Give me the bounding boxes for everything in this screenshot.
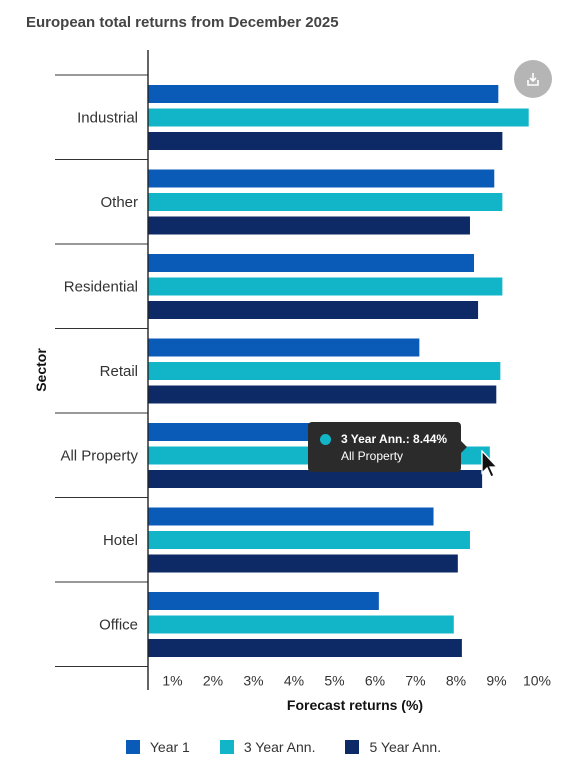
category-label: Office: [99, 616, 138, 633]
category-label: Hotel: [103, 532, 138, 549]
tooltip-series-marker: [320, 434, 331, 445]
x-tick-label: 9%: [486, 673, 506, 689]
bar-year-1-retail[interactable]: [148, 338, 420, 357]
y-axis-title: Sector: [33, 348, 49, 392]
legend-swatch: [345, 740, 360, 754]
x-tick-label: 1%: [162, 673, 182, 689]
x-tick-label: 3%: [243, 673, 263, 689]
bar-3-year-ann--hotel[interactable]: [148, 531, 470, 549]
legend-label: 3 Year Ann.: [243, 739, 316, 755]
chart-legend: Year 1 3 Year Ann. 5 Year Ann.: [0, 736, 567, 758]
legend-swatch: [219, 740, 234, 754]
download-button[interactable]: [514, 60, 552, 98]
bar-3-year-ann--industrial[interactable]: [148, 108, 529, 127]
legend-item-3-year-ann-[interactable]: 3 Year Ann.: [219, 739, 316, 755]
x-tick-label: 6%: [365, 673, 385, 689]
chart-tooltip: 3 Year Ann.: 8.44% All Property: [308, 422, 461, 472]
x-tick-label: 5%: [324, 673, 344, 689]
bar-5-year-ann--office[interactable]: [148, 639, 462, 657]
bar-5-year-ann--retail[interactable]: [148, 385, 497, 404]
bar-year-1-office[interactable]: [148, 592, 379, 610]
x-tick-label: 4%: [284, 673, 304, 689]
tooltip-value: 3 Year Ann.: 8.44%: [341, 432, 448, 446]
x-axis-title: Forecast returns (%): [287, 697, 423, 713]
x-tick-label: 8%: [446, 673, 466, 689]
chart-title: European total returns from December 202…: [26, 14, 339, 31]
category-label: All Property: [60, 447, 138, 464]
bar-5-year-ann--hotel[interactable]: [148, 554, 458, 573]
category-label: Other: [100, 194, 138, 211]
bar-year-1-residential[interactable]: [148, 254, 475, 272]
tooltip-pointer: [461, 441, 467, 453]
bar-year-1-industrial[interactable]: [148, 85, 499, 103]
legend-label: Year 1: [149, 739, 190, 755]
bar-3-year-ann--other[interactable]: [148, 193, 503, 211]
tooltip-category: All Property: [341, 449, 404, 463]
legend-item-5-year-ann-[interactable]: 5 Year Ann.: [345, 739, 441, 755]
bar-5-year-ann--industrial[interactable]: [148, 132, 503, 150]
category-label: Industrial: [77, 109, 138, 126]
bar-3-year-ann--retail[interactable]: [148, 362, 501, 380]
category-label: Residential: [64, 278, 138, 295]
category-label: Retail: [100, 363, 138, 380]
x-tick-label: 10%: [523, 673, 551, 689]
legend-label: 5 Year Ann.: [369, 739, 442, 755]
legend-swatch: [125, 740, 140, 754]
download-icon: [527, 73, 539, 86]
bar-3-year-ann--residential[interactable]: [148, 277, 503, 296]
bar-5-year-ann--all-property[interactable]: [148, 470, 483, 488]
x-tick-label: 2%: [203, 673, 223, 689]
bar-3-year-ann--office[interactable]: [148, 615, 454, 634]
bar-5-year-ann--residential[interactable]: [148, 301, 479, 319]
bar-5-year-ann--other[interactable]: [148, 216, 470, 235]
bar-year-1-other[interactable]: [148, 169, 495, 188]
mouse-cursor-icon: [481, 450, 499, 478]
bar-year-1-hotel[interactable]: [148, 507, 434, 526]
legend-item-year-1[interactable]: Year 1: [125, 739, 190, 755]
x-tick-label: 7%: [405, 673, 425, 689]
